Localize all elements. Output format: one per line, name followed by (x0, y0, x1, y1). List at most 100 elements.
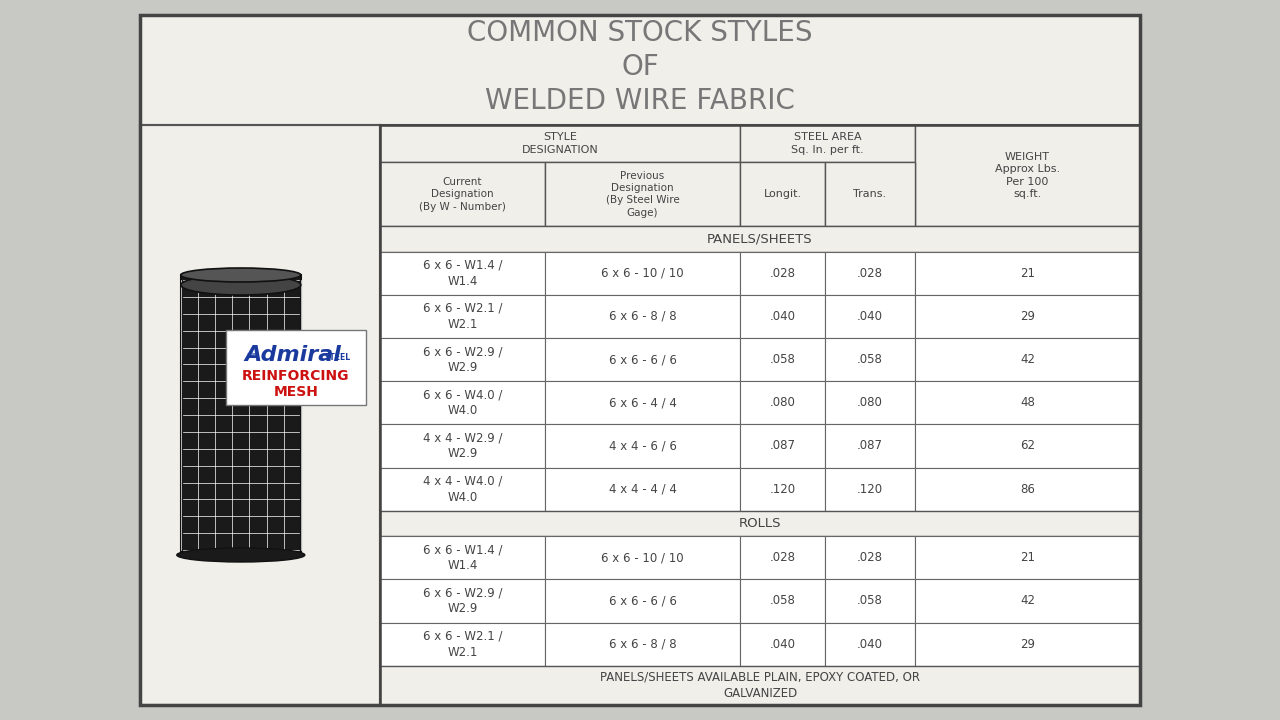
Bar (380, 338, 545, 381)
Text: .058: .058 (769, 595, 795, 608)
Bar (545, 623, 740, 666)
Bar (915, 251, 1140, 294)
Bar (140, 15, 1140, 705)
Bar (826, 162, 915, 226)
Text: WEIGHT
Approx Lbs.
Per 100
sq.ft.: WEIGHT Approx Lbs. Per 100 sq.ft. (995, 152, 1060, 199)
Bar (740, 125, 915, 162)
Bar (915, 467, 1140, 510)
Bar (915, 424, 1140, 467)
Text: 6 x 6 - W1.4 /
W1.4: 6 x 6 - W1.4 / W1.4 (422, 258, 502, 288)
Text: 4 x 4 - W4.0 /
W4.0: 4 x 4 - W4.0 / W4.0 (422, 474, 502, 503)
Bar (915, 125, 1140, 226)
Text: STEEL AREA
Sq. In. per ft.: STEEL AREA Sq. In. per ft. (791, 132, 864, 155)
Ellipse shape (177, 548, 305, 562)
Text: 6 x 6 - 4 / 4: 6 x 6 - 4 / 4 (608, 396, 676, 409)
Text: 6 x 6 - 6 / 6: 6 x 6 - 6 / 6 (608, 353, 676, 366)
Text: .028: .028 (769, 266, 795, 279)
Text: .040: .040 (769, 310, 795, 323)
Text: .028: .028 (858, 266, 883, 279)
Bar (740, 294, 826, 338)
Text: .080: .080 (769, 396, 795, 409)
Bar (826, 381, 915, 424)
Bar (740, 381, 826, 424)
Bar (545, 294, 740, 338)
Bar (380, 226, 1140, 251)
Bar (225, 330, 366, 405)
Bar (915, 580, 1140, 623)
Text: STYLE
DESIGNATION: STYLE DESIGNATION (522, 132, 598, 155)
Bar (380, 580, 545, 623)
Text: .028: .028 (858, 552, 883, 564)
Text: 6 x 6 - 10 / 10: 6 x 6 - 10 / 10 (602, 552, 684, 564)
Bar (380, 623, 545, 666)
Bar (740, 536, 826, 580)
Text: 4 x 4 - 6 / 6: 4 x 4 - 6 / 6 (608, 439, 676, 452)
Text: .040: .040 (858, 638, 883, 651)
Bar (826, 623, 915, 666)
Bar (380, 125, 1140, 705)
Text: 4 x 4 - 4 / 4: 4 x 4 - 4 / 4 (608, 482, 676, 495)
Bar (740, 623, 826, 666)
Bar (380, 251, 545, 294)
Text: 6 x 6 - 8 / 8: 6 x 6 - 8 / 8 (609, 638, 676, 651)
Text: PANELS/SHEETS: PANELS/SHEETS (707, 233, 813, 246)
Text: Previous
Designation
(By Steel Wire
Gage): Previous Designation (By Steel Wire Gage… (605, 171, 680, 217)
Bar (545, 467, 740, 510)
Bar (826, 536, 915, 580)
Bar (380, 510, 1140, 536)
Bar (545, 424, 740, 467)
Text: 29: 29 (1020, 310, 1036, 323)
Text: .087: .087 (769, 439, 795, 452)
Bar (740, 580, 826, 623)
Ellipse shape (180, 268, 301, 282)
Text: 6 x 6 - W1.4 /
W1.4: 6 x 6 - W1.4 / W1.4 (422, 544, 502, 572)
Bar (545, 536, 740, 580)
Text: COMMON STOCK STYLES: COMMON STOCK STYLES (467, 19, 813, 47)
Text: 42: 42 (1020, 353, 1036, 366)
Text: 21: 21 (1020, 552, 1036, 564)
Text: 86: 86 (1020, 482, 1036, 495)
Bar (915, 338, 1140, 381)
Text: PANELS/SHEETS AVAILABLE PLAIN, EPOXY COATED, OR
GALVANIZED: PANELS/SHEETS AVAILABLE PLAIN, EPOXY COA… (600, 671, 920, 700)
Bar (380, 666, 1140, 705)
Bar (740, 338, 826, 381)
Bar (826, 467, 915, 510)
Text: .080: .080 (858, 396, 883, 409)
Text: ✛: ✛ (246, 350, 256, 360)
Bar (826, 338, 915, 381)
Bar (740, 251, 826, 294)
Text: .058: .058 (858, 595, 883, 608)
Text: 29: 29 (1020, 638, 1036, 651)
Bar (380, 294, 545, 338)
Text: 48: 48 (1020, 396, 1036, 409)
Bar (380, 424, 545, 467)
Text: ROLLS: ROLLS (739, 517, 781, 530)
Bar (545, 338, 740, 381)
Bar (380, 125, 740, 162)
Text: .028: .028 (769, 552, 795, 564)
Text: Trans.: Trans. (854, 189, 887, 199)
Bar (380, 467, 545, 510)
Text: WELDED WIRE FABRIC: WELDED WIRE FABRIC (485, 87, 795, 115)
Text: .120: .120 (856, 482, 883, 495)
Bar (740, 467, 826, 510)
Text: .040: .040 (858, 310, 883, 323)
Text: Admiral: Admiral (244, 345, 342, 365)
Bar (140, 125, 380, 705)
Bar (915, 623, 1140, 666)
Text: STEEL: STEEL (325, 354, 351, 362)
Ellipse shape (180, 275, 301, 295)
Text: 6 x 6 - W2.9 /
W2.9: 6 x 6 - W2.9 / W2.9 (422, 345, 502, 374)
Text: Current
Designation
(By W - Number): Current Designation (By W - Number) (419, 177, 506, 212)
Bar (140, 15, 1140, 705)
Bar (826, 424, 915, 467)
Bar (915, 536, 1140, 580)
Text: OF: OF (621, 53, 659, 81)
Text: .058: .058 (858, 353, 883, 366)
Text: 42: 42 (1020, 595, 1036, 608)
Bar (915, 294, 1140, 338)
Text: 6 x 6 - 10 / 10: 6 x 6 - 10 / 10 (602, 266, 684, 279)
Text: .058: .058 (769, 353, 795, 366)
Text: 6 x 6 - W2.1 /
W2.1: 6 x 6 - W2.1 / W2.1 (422, 302, 502, 331)
Bar (545, 580, 740, 623)
